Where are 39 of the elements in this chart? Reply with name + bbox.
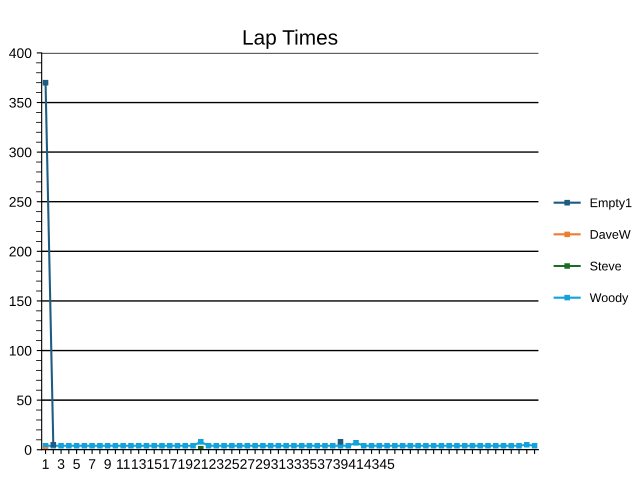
y-tick-label: 300	[9, 147, 32, 158]
chart-title: Lap Times	[244, 29, 338, 49]
y-tick-label: 0	[24, 445, 32, 455]
x-tick-label: 19	[178, 459, 192, 469]
x-tick-label: 43	[364, 459, 379, 469]
x-tick-label: 15	[148, 459, 162, 469]
legend-label: Empty1	[590, 198, 632, 210]
x-tick-label: 45	[380, 459, 394, 469]
x-tick-label: 11	[117, 459, 130, 469]
y-tick-label: 50	[17, 395, 32, 406]
x-tick-label: 41	[348, 459, 364, 469]
legend-label: DaveW	[590, 230, 631, 239]
legend-label: Woody	[590, 292, 628, 305]
y-tick-label: 350	[9, 98, 32, 108]
x-tick-label: 35	[302, 459, 317, 469]
y-tick-label: 250	[9, 197, 32, 207]
x-tick-label: 13	[132, 459, 146, 469]
y-tick-label: 100	[10, 346, 32, 356]
legend-label: Steve	[590, 262, 622, 271]
x-tick-label: 27	[240, 459, 254, 469]
point	[42, 80, 48, 86]
x-tick-label: 1	[42, 459, 49, 469]
x-tick-label: 7	[88, 459, 96, 469]
x-tick-label: 17	[163, 459, 177, 469]
x-tick-label: 25	[224, 459, 239, 469]
y-tick-label: 200	[9, 246, 32, 256]
x-tick-label: 9	[104, 459, 111, 469]
point	[338, 439, 344, 445]
x-tick-label: 37	[318, 459, 332, 469]
x-tick-label: 5	[73, 459, 80, 469]
y-tick-label: 150	[10, 296, 32, 306]
x-tick-label: 39	[333, 459, 348, 469]
x-tick-label: 21	[194, 459, 208, 469]
x-tick-label: 3	[58, 459, 64, 469]
x-tick-label: 23	[209, 459, 224, 469]
x-tick-label: 31	[271, 459, 286, 469]
y-tick-label: 400	[9, 48, 32, 58]
x-tick-label: 29	[256, 459, 270, 469]
x-tick-label: 33	[286, 459, 302, 469]
